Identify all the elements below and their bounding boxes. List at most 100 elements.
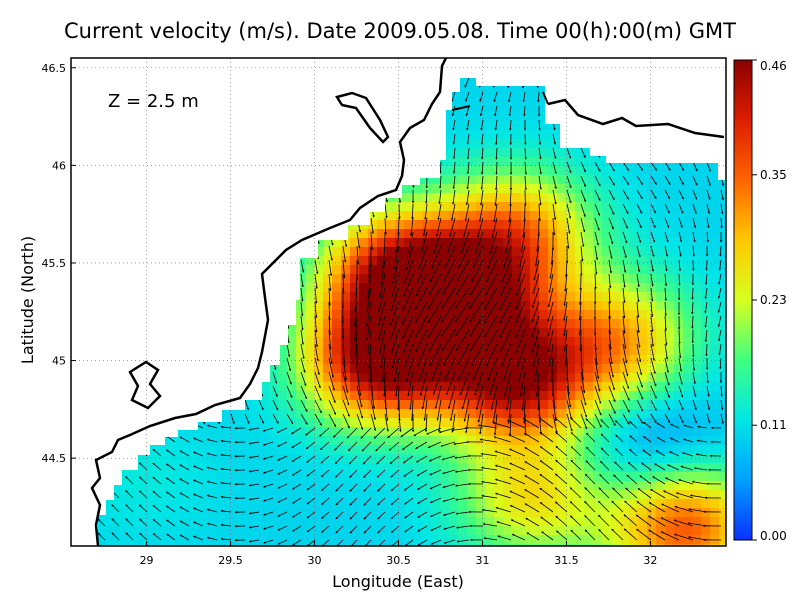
velocity-arrow [125,490,134,499]
heat-cell [386,427,396,437]
heat-cell [350,463,360,473]
velocity-arrow [390,287,400,312]
heat-cell [458,499,468,509]
heat-cell [620,463,630,473]
velocity-arrow [193,493,204,499]
velocity-arrow [300,301,304,317]
heat-cell [395,220,405,230]
heat-cell [431,355,441,365]
heat-cell [701,526,711,536]
velocity-arrow [356,231,361,249]
heat-cell [692,463,702,473]
heat-cell [539,544,549,546]
heat-cell [449,463,459,473]
heat-cell [521,175,531,185]
heat-cell [557,382,567,392]
heat-cell [323,310,333,320]
heat-cell [431,517,441,527]
velocity-arrow [390,497,400,506]
heat-cell [548,292,558,302]
heat-cell [494,274,504,284]
heat-cell [359,229,369,239]
heat-cell [458,184,468,194]
heat-cell [323,247,333,257]
heat-cell [170,490,180,500]
heat-cell [584,382,594,392]
heat-cell [449,220,459,230]
heat-cell [323,427,333,437]
heat-cell [521,382,531,392]
heat-cell [710,184,720,194]
heat-cell [476,346,486,356]
heat-cell [458,148,468,158]
heat-cell [503,193,513,203]
heat-cell [449,391,459,401]
heat-cell [629,391,639,401]
velocity-arrow [262,441,274,446]
heat-cell [602,517,612,527]
heat-cell [206,544,216,546]
heat-cell [566,274,576,284]
heat-cell [422,544,432,546]
velocity-arrow [363,539,372,546]
heat-cell [557,409,567,419]
heat-cell [494,409,504,419]
heat-cell [710,265,720,275]
heat-cell [224,409,234,419]
heat-cell [692,517,702,527]
heat-cell [566,355,576,365]
heat-cell [584,364,594,374]
heat-cell [602,373,612,383]
velocity-arrow [179,450,190,457]
heat-cell [620,418,630,428]
heat-cell [683,391,693,401]
heat-cell [512,193,522,203]
heat-cell [476,229,486,239]
heat-cell [557,355,567,365]
heat-cell [602,418,612,428]
heat-cell [269,526,279,536]
heat-cell [656,265,666,275]
heat-cell [566,391,576,401]
velocity-arrow [328,343,333,365]
heat-cell [458,526,468,536]
velocity-arrow [416,469,428,477]
heat-cell [278,346,288,356]
heat-cell [350,517,360,527]
heat-cell [440,409,450,419]
heat-cell [458,481,468,491]
heat-cell [719,184,726,194]
velocity-arrow [220,453,232,457]
heat-cell [458,229,468,239]
heat-cell [656,256,666,266]
heat-cell [584,544,594,546]
heat-cell [611,265,621,275]
heat-cell [314,463,324,473]
heat-cell [386,373,396,383]
heat-cell [539,103,549,113]
heat-cell [368,337,378,347]
heat-cell [413,454,423,464]
heat-cell [161,481,171,491]
heat-cell [494,535,504,545]
heat-cell [512,112,522,122]
velocity-arrow [342,343,346,368]
heat-cell [368,517,378,527]
heat-cell [512,355,522,365]
heat-cell [485,535,495,545]
heat-cell [458,328,468,338]
heat-cell [467,247,477,257]
heat-cell [422,364,432,374]
heat-cell [224,418,234,428]
heat-cell [260,400,270,410]
heat-cell [530,328,540,338]
heat-cell [512,427,522,437]
heat-cell [386,409,396,419]
heat-cell [350,418,360,428]
velocity-arrow [334,455,344,465]
heat-cell [656,175,666,185]
heat-cell [440,418,450,428]
heat-cell [368,409,378,419]
heat-cell [332,445,342,455]
heat-cell [431,535,441,545]
